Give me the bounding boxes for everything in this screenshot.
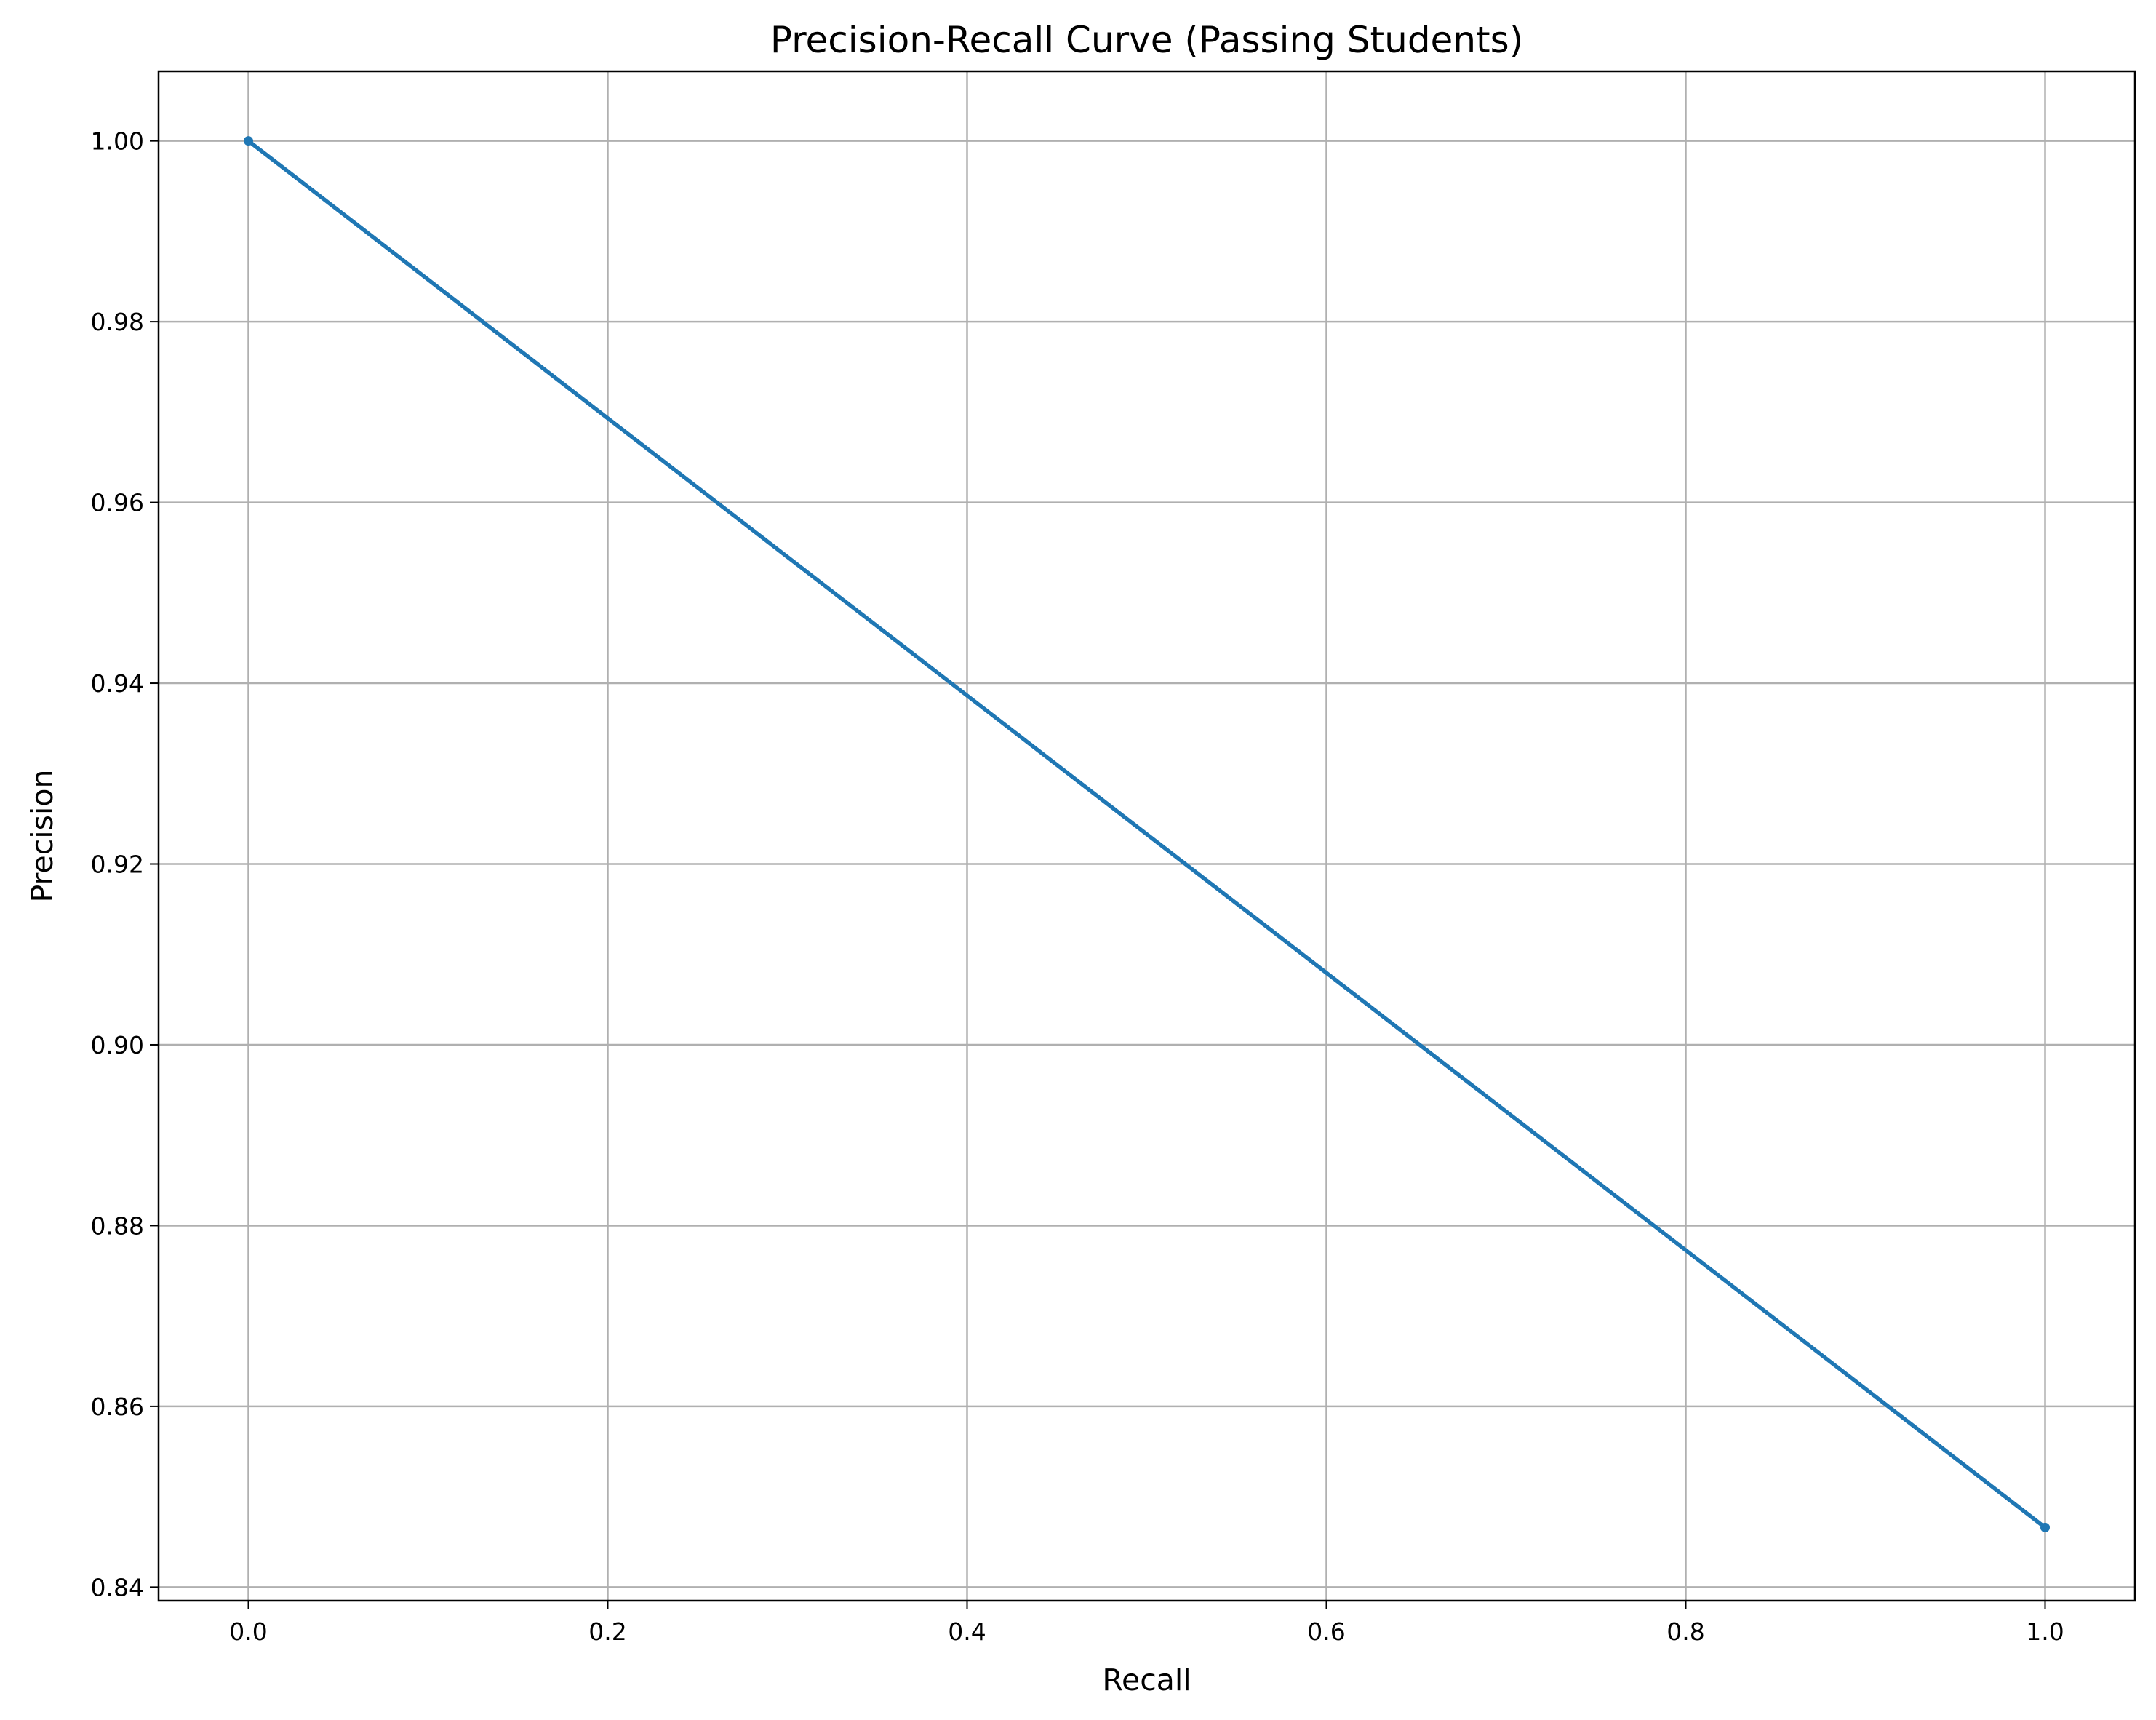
y-tick-label: 0.92	[91, 851, 144, 879]
plot-frame	[157, 70, 2136, 1602]
series-layer	[244, 136, 2050, 1532]
x-axis-label: Recall	[1102, 1663, 1191, 1697]
y-tick-label: 0.96	[91, 489, 144, 517]
x-tick-label: 0.4	[948, 1617, 986, 1646]
x-tick-label: 1.0	[2026, 1617, 2064, 1646]
data-point	[244, 136, 253, 146]
x-tick-label: 0.2	[588, 1617, 626, 1646]
y-tick-label: 1.00	[91, 127, 144, 156]
x-tick-label: 0.0	[229, 1617, 267, 1646]
x-tick-label: 0.6	[1307, 1617, 1345, 1646]
x-tick-label: 0.8	[1666, 1617, 1704, 1646]
series-line	[246, 138, 2048, 1530]
y-tick-label: 0.90	[91, 1031, 144, 1059]
y-tick-label: 0.94	[91, 669, 144, 698]
y-tick-label: 0.88	[91, 1211, 144, 1240]
grid-layer	[159, 71, 2135, 1601]
tick-layer: 0.0 0.2 0.4 0.6 0.8 1.0 0.84 0.86 0.88 0.90 0.92 0.…	[91, 127, 2064, 1646]
y-tick-label: 0.86	[91, 1393, 144, 1421]
y-tick-label: 0.98	[91, 308, 144, 336]
y-tick-label: 0.84	[91, 1573, 144, 1601]
y-axis-label: Precision	[25, 770, 60, 903]
data-point	[2040, 1522, 2050, 1532]
chart-title: Precision-Recall Curve (Passing Students…	[770, 19, 1523, 61]
